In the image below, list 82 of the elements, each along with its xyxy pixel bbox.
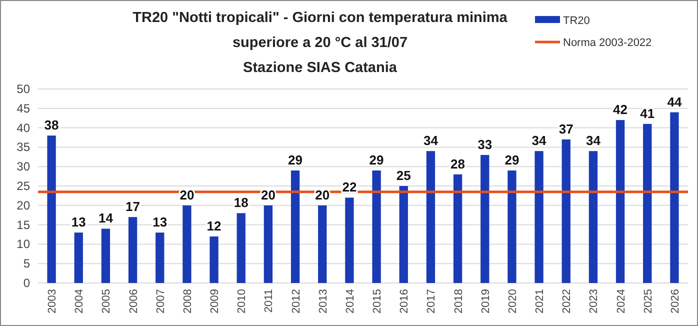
x-tick-label: 2007 bbox=[154, 289, 167, 314]
x-tick-label: 2018 bbox=[452, 289, 465, 314]
x-tick-label: 2011 bbox=[263, 289, 276, 313]
bar bbox=[345, 198, 354, 283]
x-tick-label: 2023 bbox=[588, 289, 600, 314]
x-tick-label: 2016 bbox=[398, 289, 411, 314]
data-label: 29 bbox=[288, 152, 303, 168]
bar bbox=[318, 205, 327, 283]
data-label: 44 bbox=[667, 94, 682, 110]
bar bbox=[508, 170, 516, 283]
data-label: 34 bbox=[586, 133, 602, 148]
y-tick-label: 50 bbox=[16, 82, 30, 96]
x-tick-label: 2021 bbox=[534, 289, 546, 314]
x-tick-label: 2020 bbox=[506, 289, 519, 314]
data-label: 33 bbox=[478, 136, 492, 152]
data-label: 28 bbox=[450, 156, 466, 172]
x-tick-label: 2003 bbox=[46, 289, 59, 314]
bar bbox=[616, 120, 625, 283]
x-tick-label: 2008 bbox=[182, 289, 194, 314]
y-tick-label: 25 bbox=[16, 179, 30, 193]
bar bbox=[399, 186, 408, 283]
data-label: 37 bbox=[558, 121, 574, 136]
bar bbox=[534, 151, 544, 283]
data-label: 34 bbox=[423, 133, 439, 148]
data-label: 12 bbox=[206, 218, 222, 234]
y-tick-label: 10 bbox=[16, 237, 30, 252]
x-tick-label: 2004 bbox=[74, 289, 86, 314]
x-tick-label: 2025 bbox=[642, 289, 654, 314]
x-tick-label: 2022 bbox=[561, 289, 574, 314]
bar bbox=[264, 205, 273, 283]
bar bbox=[426, 151, 436, 283]
data-label: 13 bbox=[71, 214, 86, 230]
legend-label: Norma 2003-2022 bbox=[563, 37, 652, 49]
bar bbox=[372, 170, 381, 283]
y-tick-label: 15 bbox=[16, 218, 30, 232]
x-tick-label: 2005 bbox=[100, 289, 113, 314]
legend-label: TR20 bbox=[563, 15, 590, 27]
bar bbox=[210, 236, 218, 283]
y-tick-label: 5 bbox=[23, 256, 30, 271]
x-tick-label: 2026 bbox=[669, 289, 682, 314]
x-tick-label: 2012 bbox=[290, 289, 302, 314]
bar bbox=[643, 124, 652, 283]
bar bbox=[290, 170, 300, 283]
y-tick-label: 35 bbox=[16, 140, 30, 154]
data-label: 29 bbox=[504, 152, 520, 168]
bar bbox=[156, 232, 164, 283]
bar bbox=[670, 112, 679, 283]
chart-title: TR20 "Notti tropicali" - Giorni con temperatura minima superiore a 20 °C al 31/07 Stazione SIAS Catania bbox=[132, 10, 508, 76]
x-tick-label: 2009 bbox=[209, 289, 222, 314]
x-tick-label: 2010 bbox=[236, 289, 248, 314]
data-label: 41 bbox=[640, 106, 655, 121]
data-label: 42 bbox=[613, 102, 628, 118]
x-tick-label: 2013 bbox=[317, 289, 330, 314]
x-tick-label: 2024 bbox=[615, 289, 628, 314]
bar bbox=[47, 136, 56, 283]
bar bbox=[480, 154, 490, 283]
y-tick-label: 40 bbox=[16, 120, 30, 135]
data-label: 29 bbox=[369, 152, 384, 168]
data-label: 13 bbox=[152, 214, 168, 230]
data-label: 34 bbox=[532, 133, 548, 148]
data-label: 18 bbox=[234, 195, 248, 210]
bar bbox=[588, 151, 598, 283]
x-tick-label: 2015 bbox=[372, 289, 384, 314]
bar bbox=[236, 213, 246, 283]
bar bbox=[562, 139, 570, 283]
data-label: 14 bbox=[98, 210, 114, 226]
data-label: 25 bbox=[396, 168, 411, 183]
x-tick-label: 2019 bbox=[480, 289, 492, 314]
x-tick-label: 2017 bbox=[426, 289, 438, 314]
bar bbox=[74, 232, 83, 283]
bar bbox=[453, 174, 462, 283]
bar bbox=[182, 205, 192, 283]
y-tick-label: 30 bbox=[16, 160, 30, 174]
x-tick-label: 2006 bbox=[128, 289, 140, 314]
bar bbox=[128, 217, 138, 283]
y-tick-label: 45 bbox=[16, 101, 30, 116]
x-tick-label: 2014 bbox=[344, 289, 356, 314]
y-tick-label: 0 bbox=[23, 276, 30, 290]
bar bbox=[101, 228, 110, 283]
data-label: 17 bbox=[126, 199, 140, 214]
y-tick-label: 20 bbox=[16, 198, 30, 212]
data-label: 38 bbox=[44, 118, 59, 133]
